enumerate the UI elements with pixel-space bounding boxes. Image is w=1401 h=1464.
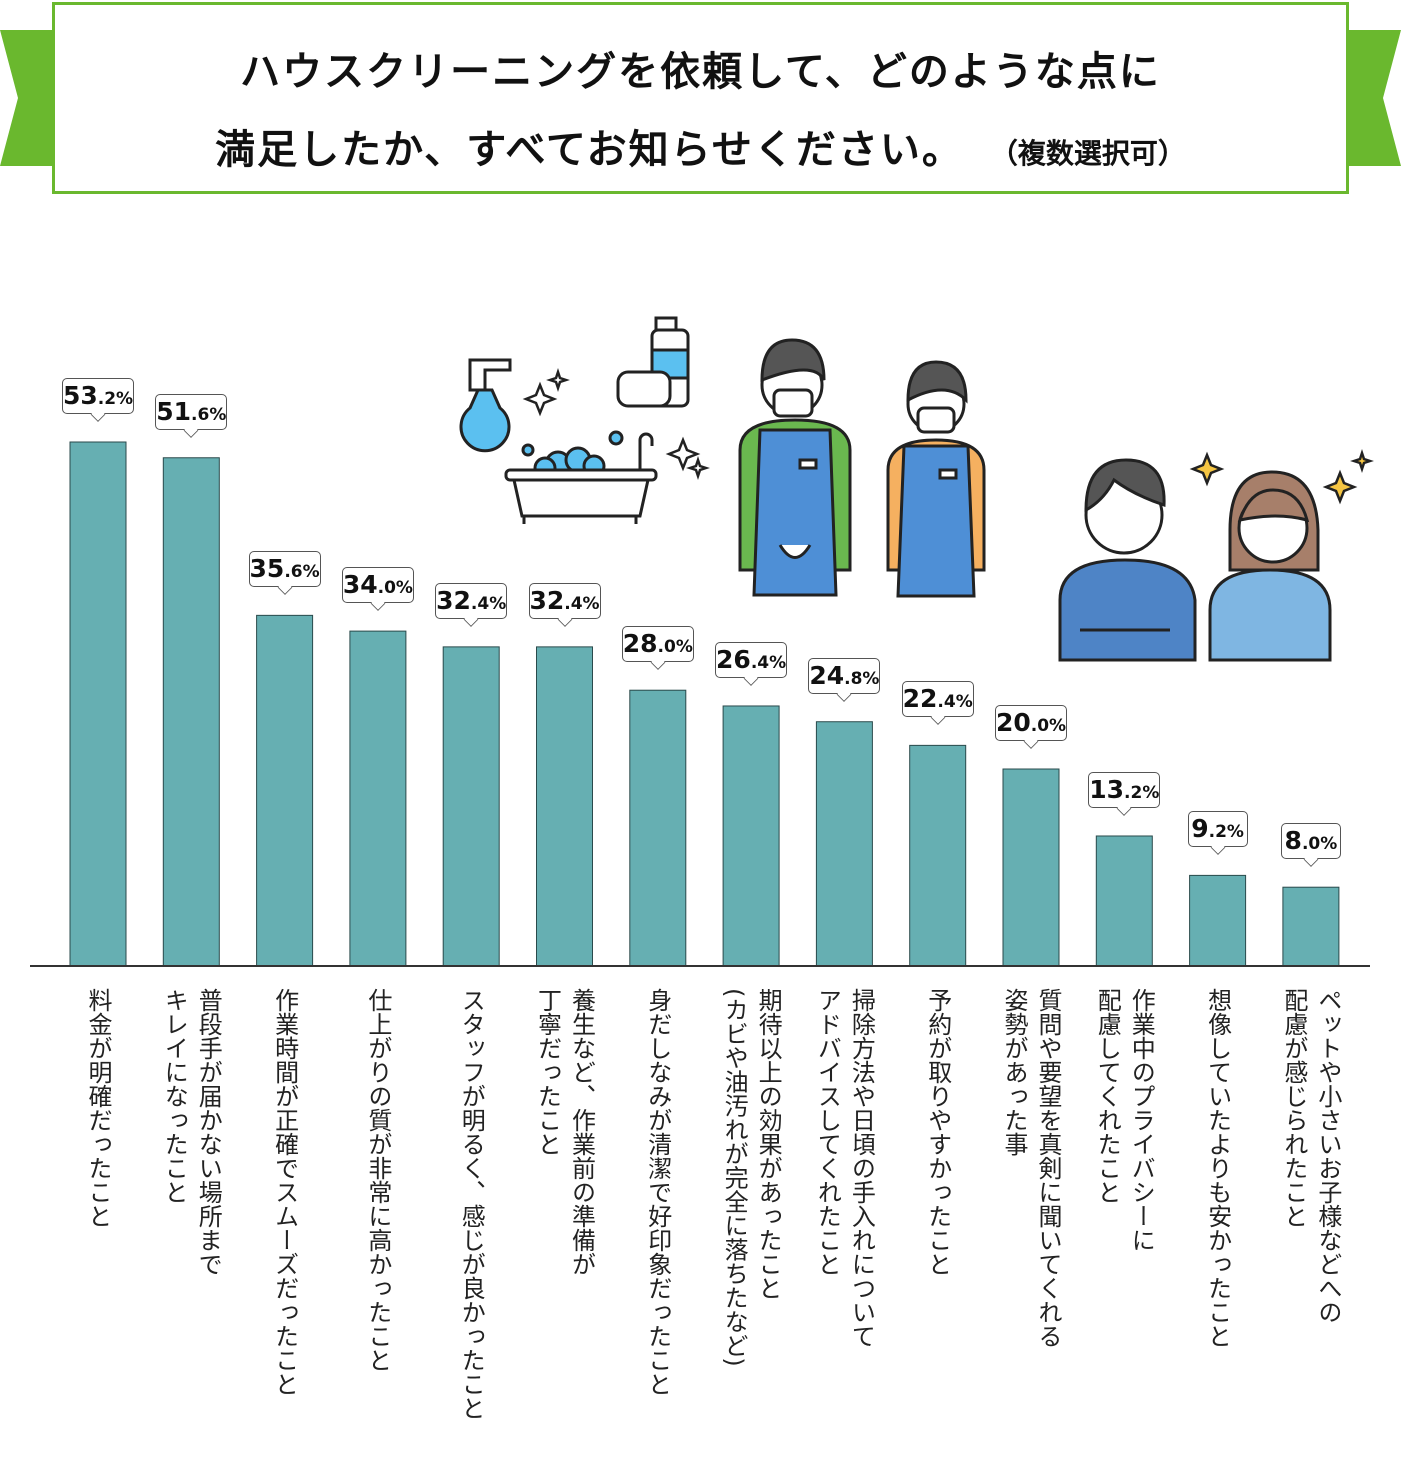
sparkle-icon: [1189, 449, 1374, 505]
value-label: 20.0%: [995, 705, 1067, 741]
bar: [1189, 874, 1247, 967]
staff-female-icon: [886, 360, 986, 598]
category-label: 料金が明確だったこと: [84, 988, 112, 1228]
bar: [722, 705, 780, 967]
bathtub-icon: [504, 430, 658, 524]
bar: [349, 630, 407, 967]
spray-bottle-icon: [459, 358, 512, 453]
chart-subtitle: （複数選択可）: [1003, 137, 1186, 170]
category-label: 作業中のプライバシーに 配慮してくれたこと: [1093, 988, 1156, 1252]
bars: [69, 441, 1340, 967]
customer-male-icon: [1058, 458, 1197, 662]
bar: [815, 721, 873, 967]
category-label: 質問や要望を真剣に聞いてくれる 姿勢があった事: [1000, 988, 1062, 1348]
title-box: ハウスクリーニングを依頼して、どのような点に 満足したか、すべてお知らせください…: [52, 2, 1349, 194]
category-label: 期待以上の効果があったこと (カビや油汚れが完全に落ちたなど): [720, 988, 783, 1367]
chart-title-line1: ハウスクリーニングを依頼して、どのような点に: [240, 49, 1161, 95]
value-label: 34.0%: [341, 567, 414, 604]
bar: [536, 646, 593, 967]
value-label: 53.2%: [62, 378, 134, 414]
value-label: 51.6%: [155, 393, 228, 430]
value-label: 26.4%: [715, 641, 788, 678]
bar: [1002, 768, 1060, 967]
value-label: 32.4%: [528, 582, 601, 619]
customer-female-icon: [1208, 470, 1332, 662]
category-label: 仕上がりの質が非常に高かったこと: [363, 988, 392, 1372]
bar: [256, 614, 314, 967]
value-label: 32.4%: [435, 582, 508, 619]
bar: [629, 689, 687, 967]
category-label: 普段手が届かない場所まで キレイになったこと: [160, 988, 223, 1276]
illustrations: [459, 316, 1374, 662]
category-label: スタッフが明るく、感じが良かったこと: [457, 988, 486, 1420]
sparkle-icon: [522, 368, 710, 480]
bar: [1282, 886, 1340, 967]
bar: [162, 457, 220, 967]
bar: [1095, 835, 1153, 967]
value-label: 28.0%: [621, 626, 694, 663]
value-label: 22.4%: [901, 681, 974, 718]
staff-male-icon: [738, 338, 852, 597]
title-line2-text: 満足したか、すべてお知らせください。: [215, 127, 964, 173]
category-label: 想像していたよりも安かったこと: [1203, 988, 1232, 1348]
category-label: 養生など、作業前の準備が 丁寧だったこと: [533, 988, 596, 1276]
bar: [442, 646, 500, 967]
category-label: 掃除方法や日頃の手入れについて アドバイスしてくれたこと: [813, 988, 876, 1348]
value-label: 24.8%: [808, 657, 881, 694]
chart-title-line2: 満足したか、すべてお知らせください。 （複数選択可）: [55, 117, 1346, 175]
value-label: 35.6%: [248, 551, 321, 588]
category-label: 身だしなみが清潔で好印象だったこと: [643, 988, 672, 1396]
value-label: 8.0%: [1280, 823, 1341, 860]
bar: [69, 441, 127, 967]
category-label: 予約が取りやすかったこと: [923, 988, 952, 1276]
category-label: 作業時間が正確でスムーズだったこと: [270, 988, 299, 1396]
bar: [909, 744, 967, 967]
value-label: 13.2%: [1088, 771, 1161, 808]
value-label: 9.2%: [1187, 811, 1248, 848]
sponge-bottle-icon: [616, 316, 690, 408]
category-label: ペットや小さいお子様などへの 配慮が感じられたこと: [1279, 988, 1342, 1324]
